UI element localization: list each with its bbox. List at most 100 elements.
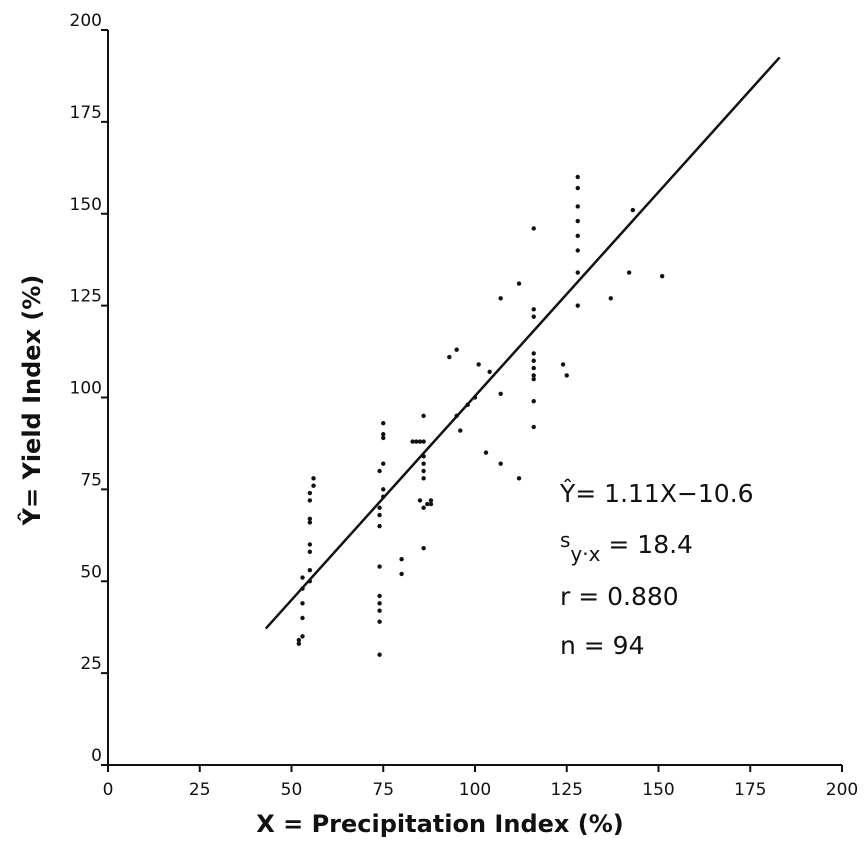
data-point [608,296,613,301]
y-tick-label: 50 [80,562,102,582]
data-point [458,428,463,433]
data-point [531,358,536,363]
standard-error-subscript: y·x [570,542,600,566]
data-point [377,601,382,606]
x-tick-label: 150 [642,780,674,800]
y-tick-label: 200 [70,11,102,31]
data-point [377,593,382,599]
data-point [516,281,522,286]
data-point [498,296,503,301]
data-point [307,516,313,521]
data-point [377,523,382,529]
data-point [659,274,665,279]
data-point [421,413,426,419]
data-point [417,439,423,444]
data-point [531,373,536,378]
data-point [300,615,305,621]
data-point [381,435,386,441]
x-tick-label: 175 [734,780,766,800]
x-axis-title: X = Precipitation Index (%) [256,810,623,838]
data-point [575,218,580,224]
data-point [575,303,580,308]
regression-line-group [264,56,781,630]
data-point [377,512,382,518]
data-point [626,270,632,275]
data-point [377,608,382,613]
data-point [421,468,426,474]
data-point [531,376,536,382]
data-point [399,571,404,577]
y-tick-label: 100 [70,379,102,399]
data-point [531,314,536,319]
data-point [560,362,566,367]
data-point [307,490,313,496]
data-point [377,652,382,657]
y-tick-label: 150 [70,195,102,215]
data-point [421,545,426,551]
y-axis-title: Ŷ= Yield Index (%) [16,275,46,527]
data-point [498,461,503,466]
standard-error: sy·x = 18.4 [560,528,693,566]
data-point [575,174,580,180]
data-point [377,505,382,510]
data-point [476,362,481,367]
correlation-coefficient: r = 0.880 [560,582,679,611]
data-point [447,354,452,360]
data-point [428,501,434,507]
axis-ticks: 0 25 50 75 100 125 150 175 200 0 25 50 75 100 125 150 17… [70,11,859,800]
data-point [296,637,302,643]
data-point [307,542,313,547]
data-point [414,439,419,444]
data-point [531,365,536,371]
y-tick-label: 75 [80,470,102,490]
data-point [531,226,536,231]
data-point [381,421,386,426]
y-tick-label: 125 [70,287,102,307]
data-point [421,476,426,481]
y-tick-label: 0 [91,746,102,766]
sample-size: n = 94 [560,631,645,660]
data-point [531,307,536,312]
data-point [296,641,302,646]
data-point [516,476,522,481]
data-point [487,369,492,374]
x-tick-label: 75 [372,780,394,800]
data-point [300,601,305,606]
data-point [300,575,305,580]
y-tick-label: 25 [80,654,102,674]
x-tick-label: 50 [281,780,303,800]
data-point [311,483,316,488]
data-point [381,432,386,437]
data-point [531,351,536,356]
data-point [575,185,580,191]
data-point [575,270,580,275]
data-point [498,391,503,397]
data-point [381,461,386,466]
data-point [531,398,536,404]
regression-equation: Ŷ= 1.11X−10.6 [559,478,754,508]
data-point [307,498,313,503]
y-tick-label: 175 [70,103,102,123]
data-point [377,468,382,474]
regression-line [264,56,781,630]
data-point [421,505,426,510]
x-tick-label: 125 [551,780,583,800]
data-point [410,439,415,444]
x-tick-label: 200 [826,780,858,800]
data-point [421,461,426,466]
data-point [630,207,636,213]
data-point [575,248,580,253]
data-point [575,233,580,238]
data-point [399,557,404,562]
data-point [425,501,430,507]
data-point [421,439,426,444]
data-point [307,520,313,525]
data-point [428,498,434,503]
data-point [531,424,536,430]
data-point [377,619,382,624]
x-tick-label: 100 [459,780,491,800]
data-point [311,476,316,481]
data-point [307,568,313,573]
x-tick-label: 0 [103,780,114,800]
